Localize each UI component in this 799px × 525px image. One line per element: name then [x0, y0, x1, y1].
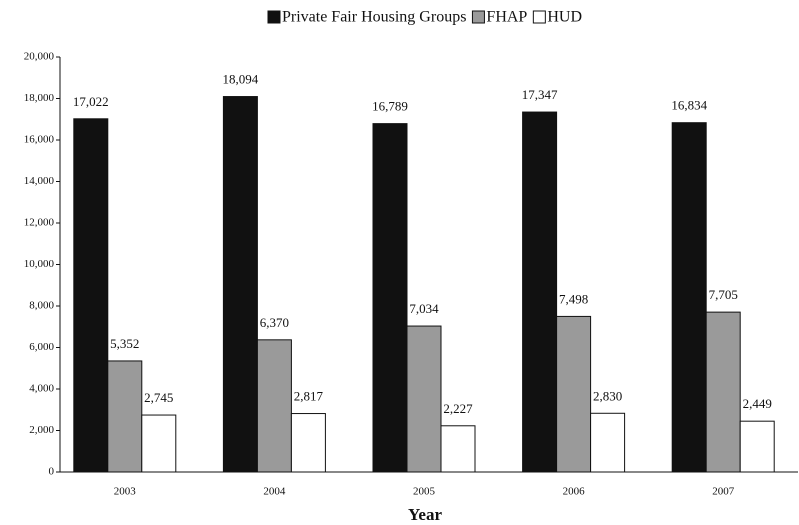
- bar: [290, 413, 326, 473]
- value-label: 2,745: [144, 390, 173, 405]
- value-label: 16,789: [372, 99, 408, 114]
- y-tick-label: 0: [49, 466, 55, 478]
- y-tick-label: 14,000: [24, 175, 55, 187]
- legend-swatch: [532, 10, 546, 24]
- value-label: 2,830: [593, 388, 622, 403]
- bar: [141, 414, 177, 473]
- bar: [107, 360, 143, 473]
- value-label: 7,034: [409, 301, 439, 316]
- y-tick-label: 10,000: [24, 258, 55, 270]
- y-tick-label: 2,000: [29, 424, 54, 436]
- bar: [556, 315, 592, 473]
- bar: [73, 118, 109, 473]
- y-tick-label: 16,000: [24, 134, 55, 146]
- y-tick-label: 6,000: [29, 341, 54, 353]
- y-tick-label: 4,000: [29, 383, 54, 395]
- value-label: 2,227: [443, 401, 473, 416]
- legend-label: HUD: [547, 9, 582, 26]
- bar: [256, 339, 292, 473]
- value-label: 7,705: [709, 287, 738, 302]
- x-tick-label: 2004: [263, 486, 286, 498]
- value-label: 2,449: [743, 396, 772, 411]
- bar: [406, 325, 442, 473]
- bar: [671, 122, 707, 473]
- value-label: 6,370: [260, 315, 289, 330]
- x-tick-label: 2005: [413, 486, 436, 498]
- value-label: 18,094: [223, 72, 259, 87]
- bar: [705, 311, 741, 473]
- legend-label: FHAP: [486, 9, 527, 26]
- bar: [222, 96, 258, 473]
- bar: [739, 420, 775, 473]
- bar: [372, 123, 408, 473]
- legend-swatch: [267, 10, 281, 24]
- value-label: 7,498: [559, 291, 588, 306]
- y-tick-label: 8,000: [29, 300, 54, 312]
- x-tick-label: 2007: [712, 486, 735, 498]
- legend-swatch: [471, 10, 485, 24]
- bar: [440, 425, 476, 473]
- bar: [522, 111, 558, 473]
- x-tick-label: 2006: [563, 486, 586, 498]
- bar: [590, 412, 626, 473]
- value-label: 5,352: [110, 336, 139, 351]
- x-tick-label: 2003: [114, 486, 137, 498]
- value-label: 17,347: [522, 87, 558, 102]
- x-axis-title: Year: [408, 505, 442, 524]
- value-label: 2,817: [294, 389, 324, 404]
- y-tick-label: 20,000: [24, 51, 55, 63]
- legend-label: Private Fair Housing Groups: [282, 9, 466, 26]
- value-label: 17,022: [73, 94, 109, 109]
- y-tick-label: 12,000: [24, 217, 55, 229]
- value-label: 16,834: [671, 98, 707, 113]
- y-tick-label: 18,000: [24, 92, 55, 104]
